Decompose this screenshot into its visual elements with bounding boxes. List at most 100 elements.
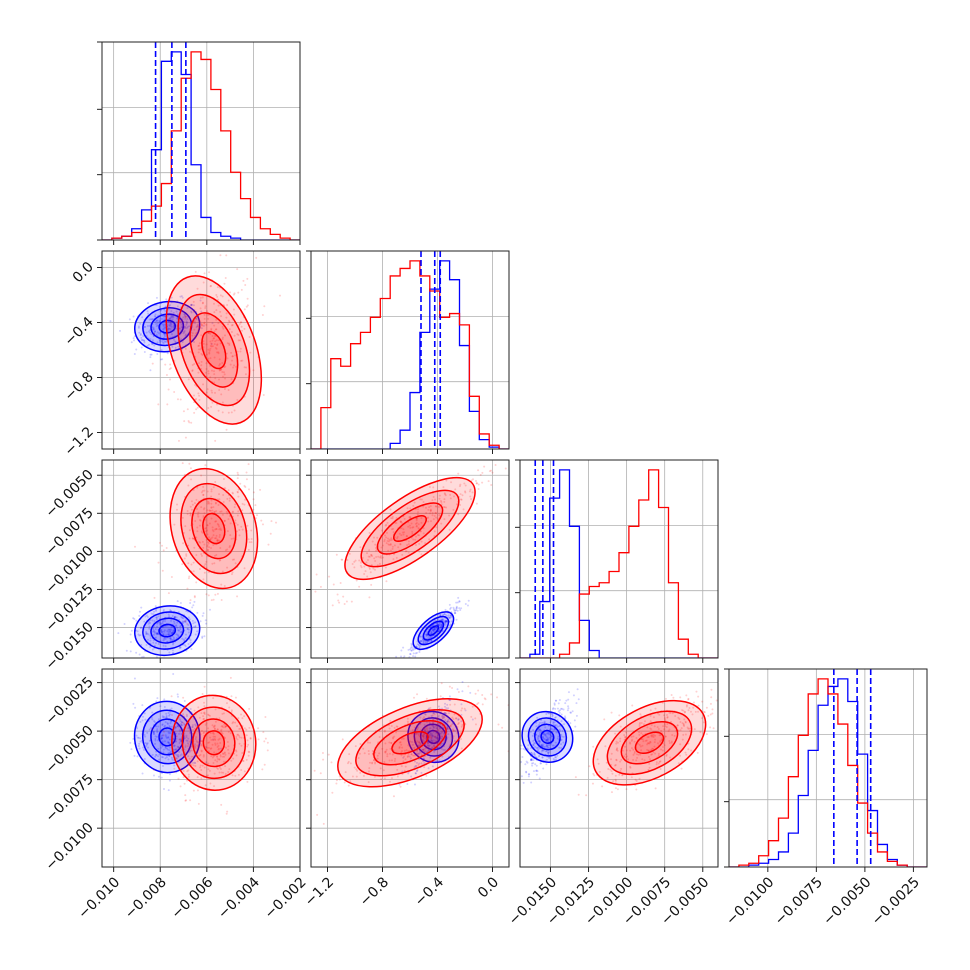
scatter-point: [429, 734, 432, 737]
scatter-point: [151, 362, 154, 365]
scatter-point: [437, 714, 440, 717]
scatter-point: [169, 321, 172, 324]
scatter-point: [205, 362, 208, 365]
scatter-point: [168, 742, 171, 745]
scatter-point: [240, 768, 243, 771]
scatter-point: [434, 736, 437, 739]
scatter-point: [535, 769, 538, 772]
scatter-point: [437, 718, 440, 721]
scatter-point: [177, 345, 180, 348]
scatter-point: [440, 626, 443, 629]
scatter-point: [429, 633, 432, 636]
scatter-point: [247, 754, 250, 757]
scatter-point: [179, 718, 182, 721]
scatter-point: [222, 501, 225, 504]
scatter-point: [434, 741, 437, 744]
scatter-point: [135, 734, 138, 737]
scatter-point: [444, 494, 447, 497]
scatter-point: [170, 707, 173, 710]
scatter-point: [435, 727, 438, 730]
scatter-point: [709, 702, 712, 705]
scatter-point: [446, 726, 449, 729]
scatter-point: [156, 622, 159, 625]
scatter-point: [342, 595, 345, 598]
scatter-point: [213, 373, 216, 376]
scatter-point: [437, 705, 440, 708]
scatter-point: [189, 641, 192, 644]
scatter-point: [532, 743, 535, 746]
scatter-point: [159, 309, 162, 312]
scatter-point: [397, 546, 400, 549]
scatter-point: [200, 327, 203, 330]
scatter-point: [212, 302, 215, 305]
scatter-point: [432, 486, 435, 489]
scatter-point: [189, 467, 192, 470]
scatter-point: [143, 341, 146, 344]
scatter-point: [414, 732, 417, 735]
scatter-point: [216, 286, 219, 289]
scatter-point: [569, 711, 572, 714]
scatter-point: [184, 317, 187, 320]
scatter-point: [152, 633, 155, 636]
scatter-point: [470, 715, 473, 718]
scatter-point: [395, 725, 398, 728]
scatter-point: [525, 770, 528, 773]
scatter-point: [153, 328, 156, 331]
scatter-point: [208, 349, 211, 352]
scatter-point: [250, 541, 253, 544]
scatter-point: [161, 569, 164, 572]
scatter-point: [383, 761, 386, 764]
scatter-point: [196, 507, 199, 510]
scatter-point: [463, 707, 466, 710]
scatter-point: [183, 330, 186, 333]
scatter-point: [409, 648, 412, 651]
scatter-point: [445, 619, 448, 622]
scatter-point: [154, 642, 157, 645]
scatter-point: [205, 391, 208, 394]
scatter-point: [129, 633, 132, 636]
scatter-point: [430, 631, 433, 634]
scatter-point: [156, 319, 159, 322]
scatter-point: [372, 758, 375, 761]
scatter-point: [433, 530, 436, 533]
scatter-point: [169, 628, 172, 631]
scatter-point: [423, 762, 426, 765]
scatter-point: [190, 647, 193, 650]
scatter-point: [195, 581, 198, 584]
scatter-point: [440, 501, 443, 504]
scatter-point: [241, 509, 244, 512]
scatter-point: [238, 734, 241, 737]
scatter-point: [158, 339, 161, 342]
scatter-point: [204, 550, 207, 553]
scatter-point: [172, 737, 175, 740]
scatter-point: [446, 720, 449, 723]
scatter-point: [418, 646, 421, 649]
scatter-point: [141, 719, 144, 722]
scatter-point: [203, 766, 206, 769]
scatter-point: [446, 728, 449, 731]
scatter-point: [408, 524, 411, 527]
scatter-point: [177, 439, 180, 442]
scatter-point: [215, 537, 218, 540]
scatter-point: [246, 780, 249, 783]
scatter-point: [331, 791, 334, 794]
scatter-point: [192, 764, 195, 767]
scatter-point: [203, 272, 206, 275]
scatter-point: [428, 707, 431, 710]
scatter-point: [147, 330, 150, 333]
scatter-point: [188, 750, 191, 753]
scatter-point: [328, 575, 331, 578]
scatter-point: [184, 633, 187, 636]
scatter-point: [410, 642, 413, 645]
scatter-point: [371, 540, 374, 543]
scatter-point: [228, 319, 231, 322]
scatter-point: [151, 339, 154, 342]
scatter-point: [217, 322, 220, 325]
scatter-point: [610, 711, 613, 714]
scatter-point: [412, 526, 415, 529]
scatter-point: [530, 758, 533, 761]
scatter-point: [235, 365, 238, 368]
scatter-point: [177, 634, 180, 637]
scatter-point: [207, 741, 210, 744]
scatter-point: [422, 717, 425, 720]
